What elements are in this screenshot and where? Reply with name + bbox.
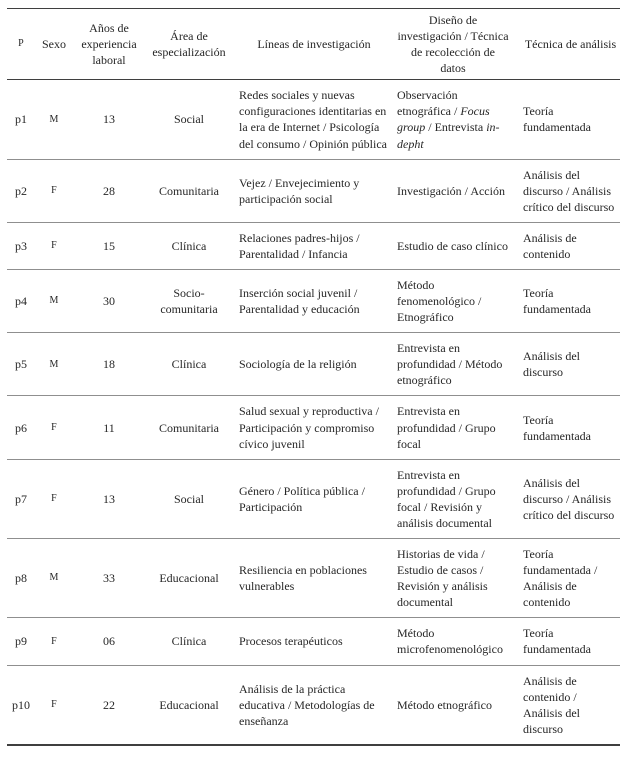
table-row: p5 M 18 Clínica Sociología de la religió… xyxy=(7,332,620,397)
experience-years-cell: 13 xyxy=(73,79,145,160)
participants-table: P Sexo Años de experiencia laboral Área … xyxy=(7,8,620,746)
sex-cell: M xyxy=(35,79,73,160)
specialization-area-cell: Socio-comunitaria xyxy=(145,269,233,334)
sex-cell: F xyxy=(35,395,73,460)
specialization-area-cell: Comunitaria xyxy=(145,159,233,223)
research-lines-cell: Salud sexual y reproductiva / Participac… xyxy=(233,395,391,460)
research-lines-cell: Inserción social juvenil / Parentalidad … xyxy=(233,269,391,334)
research-design-cell: Observación etnográfica / Focus group / … xyxy=(391,79,513,160)
table-row: p8 M 33 Educacional Resiliencia en pobla… xyxy=(7,538,620,619)
table-row: p7 F 13 Social Género / Política pública… xyxy=(7,459,620,540)
research-design-cell: Entrevista en profundidad / Método etnog… xyxy=(391,332,513,397)
table-row: p2 F 28 Comunitaria Vejez / Envejecimien… xyxy=(7,159,620,223)
sex-cell: M xyxy=(35,332,73,397)
sex-cell: F xyxy=(51,698,57,710)
specialization-area-cell: Social xyxy=(145,79,233,160)
participant-id-cell: p9 xyxy=(7,617,35,666)
participant-id-cell: p7 xyxy=(7,459,35,540)
research-design-cell: Entrevista en profundidad / Grupo focal … xyxy=(391,459,513,540)
italic-text-segment: Focus group xyxy=(397,104,490,135)
analysis-technique-cell: Teoría fundamentada xyxy=(513,617,620,666)
research-lines-cell: Redes sociales y nuevas configuraciones … xyxy=(233,79,391,160)
research-design-cell: Estudio de caso clínico xyxy=(391,222,513,271)
table-row: p1 M 13 Social Redes sociales y nuevas c… xyxy=(7,79,620,160)
table-row: p10 F 22 Educacional Análisis de la prác… xyxy=(7,665,620,745)
participants-table-container: P Sexo Años de experiencia laboral Área … xyxy=(7,8,620,746)
research-design-cell: Entrevista en profundidad / Grupo focal xyxy=(391,395,513,460)
research-lines-cell: Relaciones padres-hijos / Parentalidad /… xyxy=(233,222,391,271)
research-design-cell: Método microfenomenológico xyxy=(391,617,513,666)
sex-cell: F xyxy=(35,459,73,540)
participant-id-cell: p2 xyxy=(7,159,35,223)
analysis-technique-cell: Teoría fundamentada xyxy=(513,79,620,160)
participant-id-cell: p4 xyxy=(7,269,35,334)
column-header-research-lines: Líneas de investigación xyxy=(233,8,391,81)
specialization-area-cell: Clínica xyxy=(145,617,233,666)
specialization-area-cell: Educacional xyxy=(159,697,219,712)
experience-years-cell: 28 xyxy=(73,159,145,223)
column-header-participant: P xyxy=(7,8,35,81)
experience-years-cell: 33 xyxy=(73,538,145,619)
italic-text-segment: in-depht xyxy=(397,120,500,151)
participant-id-cell: p10 xyxy=(12,697,30,712)
research-design-cell: Método etnográfico xyxy=(397,697,492,712)
research-design-cell: Investigación / Acción xyxy=(391,159,513,223)
participant-id-cell: p5 xyxy=(7,332,35,397)
experience-years-cell: 22 xyxy=(103,697,115,712)
table-row: p6 F 11 Comunitaria Salud sexual y repro… xyxy=(7,395,620,460)
specialization-area-cell: Clínica xyxy=(145,332,233,397)
table-row: p9 F 06 Clínica Procesos terapéuticos Mé… xyxy=(7,617,620,666)
participant-id-cell: p8 xyxy=(7,538,35,619)
research-design-cell: Método fenomenológico / Etnográfico xyxy=(391,269,513,334)
experience-years-cell: 06 xyxy=(73,617,145,666)
column-header-experience-years: Años de experiencia laboral xyxy=(73,8,145,81)
specialization-area-cell: Clínica xyxy=(145,222,233,271)
analysis-technique-cell: Análisis de contenido / Análisis del dis… xyxy=(523,673,580,736)
research-lines-cell: Resiliencia en poblaciones vulnerables xyxy=(233,538,391,619)
analysis-technique-cell: Análisis del discurso / Análisis crítico… xyxy=(513,159,620,223)
column-header-analysis-technique: Técnica de análisis xyxy=(513,8,620,81)
research-lines-cell: Análisis de la práctica educativa / Meto… xyxy=(239,681,375,728)
column-header-specialization-area: Área de especialización xyxy=(145,8,233,81)
column-header-research-design: Diseño de investigación / Técnica de rec… xyxy=(391,8,513,81)
analysis-technique-cell: Teoría fundamentada / Análisis de conten… xyxy=(513,538,620,619)
participant-id-cell: p6 xyxy=(7,395,35,460)
sex-cell: M xyxy=(35,269,73,334)
experience-years-cell: 13 xyxy=(73,459,145,540)
research-design-cell: Historias de vida / Estudio de casos / R… xyxy=(391,538,513,619)
specialization-area-cell: Educacional xyxy=(145,538,233,619)
experience-years-cell: 30 xyxy=(73,269,145,334)
participant-id-cell: p3 xyxy=(7,222,35,271)
sex-cell: F xyxy=(35,617,73,666)
analysis-technique-cell: Análisis del discurso xyxy=(513,332,620,397)
research-lines-cell: Género / Política pública / Participació… xyxy=(233,459,391,540)
research-lines-cell: Sociología de la religión xyxy=(233,332,391,397)
table-header: P Sexo Años de experiencia laboral Área … xyxy=(7,8,620,81)
analysis-technique-cell: Teoría fundamentada xyxy=(513,269,620,334)
text-segment: Observación etnográfica / xyxy=(397,88,461,119)
experience-years-cell: 11 xyxy=(73,395,145,460)
experience-years-cell: 15 xyxy=(73,222,145,271)
table-row: p4 M 30 Socio-comunitaria Inserción soci… xyxy=(7,269,620,334)
table-row: p3 F 15 Clínica Relaciones padres-hijos … xyxy=(7,222,620,271)
research-lines-cell: Procesos terapéuticos xyxy=(233,617,391,666)
table-body: p1 M 13 Social Redes sociales y nuevas c… xyxy=(7,79,620,745)
column-header-sex: Sexo xyxy=(35,8,73,81)
specialization-area-cell: Social xyxy=(145,459,233,540)
experience-years-cell: 18 xyxy=(73,332,145,397)
text-segment: / Entrevista xyxy=(425,120,487,135)
participant-id-cell: p1 xyxy=(7,79,35,160)
analysis-technique-cell: Análisis de contenido xyxy=(513,222,620,271)
header-row: P Sexo Años de experiencia laboral Área … xyxy=(7,8,620,81)
analysis-technique-cell: Teoría fundamentada xyxy=(513,395,620,460)
sex-cell: F xyxy=(35,222,73,271)
specialization-area-cell: Comunitaria xyxy=(145,395,233,460)
research-lines-cell: Vejez / Envejecimiento y participación s… xyxy=(233,159,391,223)
sex-cell: M xyxy=(35,538,73,619)
sex-cell: F xyxy=(35,159,73,223)
analysis-technique-cell: Análisis del discurso / Análisis crítico… xyxy=(513,459,620,540)
